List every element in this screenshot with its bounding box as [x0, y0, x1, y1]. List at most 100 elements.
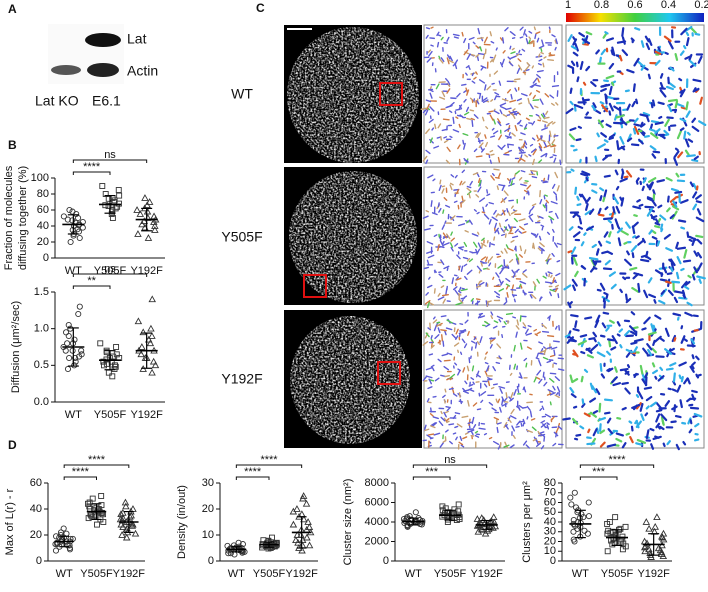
cluster-mark: [595, 314, 601, 324]
cluster-mark: [697, 55, 703, 64]
cluster-mark: [455, 302, 463, 306]
cluster-mark: [538, 341, 543, 345]
cluster-mark: [532, 438, 537, 442]
cluster-mark: [531, 426, 537, 432]
cluster-mark: [563, 284, 572, 291]
cluster-mark: [434, 377, 440, 382]
cluster-mark: [478, 312, 484, 316]
y-tick-label: 6000: [365, 496, 389, 508]
cluster-mark: [555, 38, 558, 45]
cluster-mark: [695, 200, 702, 204]
cluster-mark: [546, 231, 551, 235]
cluster-mark: [425, 99, 432, 103]
cluster-mark: [580, 241, 585, 247]
cluster-mark: [463, 295, 468, 299]
point: [117, 520, 125, 528]
cluster-mark: [652, 339, 656, 347]
cluster-mark: [650, 443, 655, 450]
point: [439, 513, 446, 520]
cluster-mark: [587, 412, 593, 416]
cluster-mark: [669, 258, 676, 267]
blot-band: [87, 63, 119, 77]
cluster-mark: [639, 113, 649, 118]
cluster-mark: [650, 323, 655, 333]
cluster-mark: [531, 120, 536, 126]
cluster-mark: [539, 296, 542, 302]
cluster-mark: [536, 331, 541, 335]
cluster-mark: [549, 354, 556, 358]
cluster-mark: [614, 218, 620, 228]
y-tick-label: 30: [202, 477, 214, 489]
point: [289, 507, 298, 515]
cluster-mark: [443, 411, 447, 418]
cluster-mark: [641, 185, 645, 192]
cluster-mark: [459, 114, 464, 118]
cluster-mark: [643, 289, 649, 299]
cluster-mark: [521, 231, 527, 234]
cluster-mark: [427, 49, 432, 53]
cluster-mark: [592, 331, 598, 338]
colorbar: [566, 13, 704, 22]
cluster-mark: [488, 262, 492, 267]
cluster-mark: [459, 323, 464, 326]
point: [128, 519, 136, 527]
cluster-mark: [532, 77, 538, 84]
cluster-mark: [570, 393, 577, 399]
cluster-mark: [585, 347, 593, 354]
point: [119, 514, 127, 521]
cluster-mark: [596, 288, 602, 292]
point: [97, 509, 104, 516]
y-axis-label: Diffusion (μm²/sec): [10, 301, 22, 393]
cluster-mark: [585, 111, 590, 116]
cluster-mark: [426, 301, 431, 309]
cluster-mark: [457, 144, 461, 150]
cluster-mark: [495, 213, 499, 218]
cluster-mark: [554, 171, 559, 179]
cluster-mark: [519, 280, 527, 285]
cluster-mark: [635, 419, 640, 429]
cluster-mark: [430, 422, 437, 427]
cluster-mark: [505, 392, 508, 399]
cluster-mark: [680, 106, 686, 110]
point: [134, 230, 142, 237]
cluster-mark: [643, 134, 650, 138]
cluster-mark: [543, 177, 546, 182]
cluster-mark: [530, 205, 535, 211]
cluster-mark: [602, 311, 610, 315]
cluster-mark: [475, 45, 480, 49]
cluster-mark: [424, 299, 431, 305]
cluster-mark: [621, 168, 625, 175]
cluster-mark: [472, 172, 479, 176]
cluster-mark: [587, 428, 591, 434]
cluster-mark: [631, 100, 636, 108]
cluster-mark: [695, 194, 702, 200]
cluster-mark: [498, 80, 502, 86]
cluster-mark: [453, 342, 460, 347]
cluster-mark: [458, 104, 463, 110]
cluster-mark: [619, 288, 623, 294]
cluster-mark: [569, 87, 573, 94]
cluster-mark: [628, 420, 633, 424]
cluster-mark: [454, 412, 461, 415]
y-tick-label: 30: [544, 526, 556, 538]
cluster-mark: [528, 213, 534, 218]
point: [617, 525, 624, 532]
cluster-mark: [425, 149, 431, 155]
point: [140, 217, 149, 225]
cluster-mark: [598, 402, 602, 413]
cluster-mark: [524, 33, 528, 38]
cluster-mark: [666, 272, 673, 276]
cluster-mark: [606, 443, 617, 448]
cluster-mark: [542, 112, 546, 118]
point: [150, 212, 158, 220]
colorbar-label: 0.8: [594, 0, 609, 11]
cluster-mark: [555, 426, 560, 434]
cluster-mark: [495, 47, 498, 51]
cluster-mark: [522, 422, 525, 427]
cluster-mark: [659, 337, 665, 342]
cluster-mark: [519, 124, 523, 127]
cluster-mark: [674, 190, 683, 194]
cluster-mark: [656, 179, 665, 183]
cluster-mark: [424, 109, 429, 116]
point: [619, 546, 626, 553]
